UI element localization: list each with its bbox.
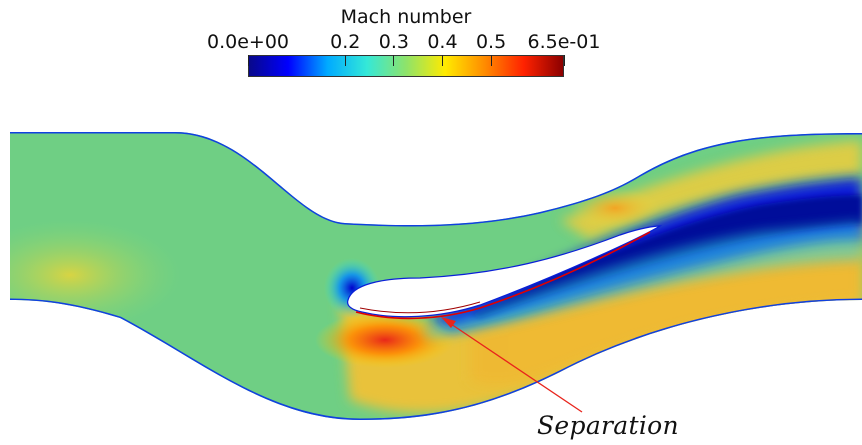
colorbar-tickmark (564, 55, 565, 66)
upper-wall-boundary (10, 132, 862, 227)
wake-edge (420, 222, 862, 338)
lower-passage-flow (470, 250, 862, 386)
colorbar-tick-label: 0.0e+00 (206, 31, 290, 53)
colorbar-title: Mach number (340, 6, 472, 28)
colorbar-tick-label: 0.3 (378, 31, 409, 53)
separation-line (355, 231, 651, 320)
separation-line-inner (359, 301, 481, 314)
colorbar-tick-label: 6.5e-01 (527, 31, 601, 53)
separation-arrow-line (447, 321, 583, 413)
leading-edge-acceleration (315, 312, 455, 368)
separation-arrow-head (441, 317, 456, 328)
colorbar-tick-labels: 0.0e+00 0.2 0.3 0.4 0.5 6.5e-01 (0, 31, 862, 55)
blade-airfoil (347, 225, 663, 318)
colorbar-tick-label: 0.2 (330, 31, 361, 53)
colorbar-tickmark (491, 55, 492, 66)
colorbar-tickmark (442, 55, 443, 66)
colorbar-tick-label: 0.5 (475, 31, 507, 53)
upper-wall-high-speed (570, 188, 660, 228)
colorbar-tickmark (248, 55, 249, 66)
separation-label: Separation (537, 411, 679, 440)
colorbar-tick-label: 0.4 (427, 31, 458, 53)
colorbar-tickmark (393, 55, 394, 66)
colorbar-gradient (248, 55, 564, 77)
colorbar-tickmark (345, 55, 346, 66)
